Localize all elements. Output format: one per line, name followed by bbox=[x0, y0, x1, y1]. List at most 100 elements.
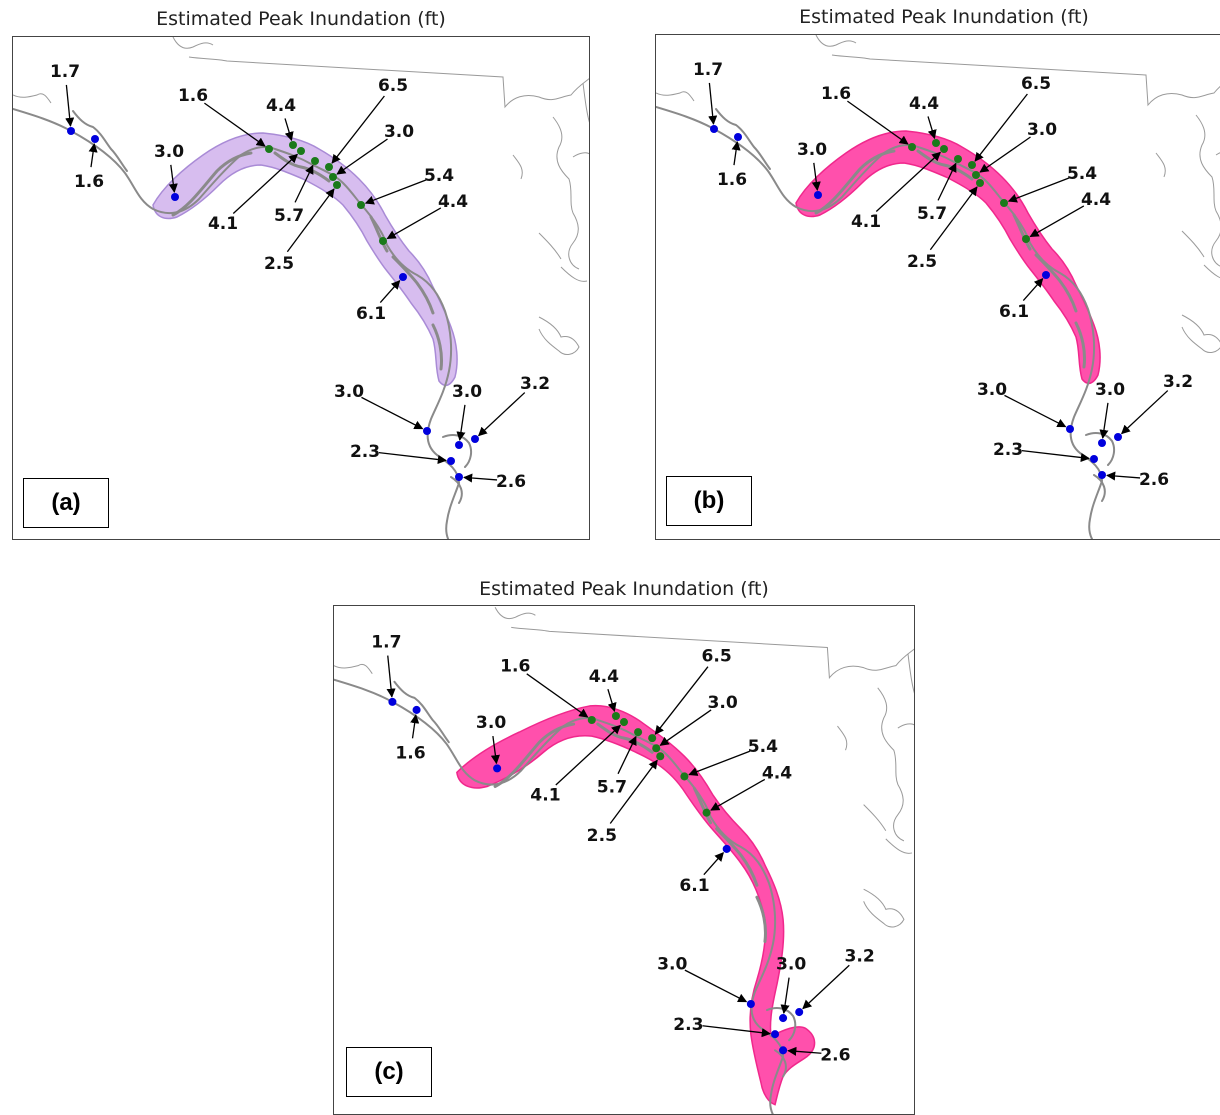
gauge-arrow bbox=[688, 750, 751, 776]
gauge-label: 1.6 bbox=[178, 86, 208, 106]
gauge-dot bbox=[1022, 235, 1030, 243]
gauge-7: 6.5 bbox=[648, 647, 732, 743]
gauge-label: 4.4 bbox=[1081, 190, 1111, 210]
gauge-label: 4.4 bbox=[909, 94, 939, 114]
gauge-dot bbox=[587, 716, 596, 725]
gauge-dot bbox=[702, 808, 711, 817]
gauge-label: 3.0 bbox=[476, 713, 506, 733]
gauge-17: 2.3 bbox=[350, 442, 455, 465]
gauge-17: 2.3 bbox=[993, 440, 1098, 463]
gauge-arrow bbox=[168, 164, 178, 193]
coastline bbox=[13, 108, 473, 539]
gauge-dot bbox=[471, 435, 479, 443]
gauge-label: 2.5 bbox=[264, 254, 294, 274]
gauge-label: 6.5 bbox=[378, 76, 408, 96]
gauge-14: 3.0 bbox=[657, 955, 755, 1009]
gauge-arrow bbox=[1004, 394, 1067, 428]
gauge-dot bbox=[968, 161, 976, 169]
gauge-label: 1.7 bbox=[693, 60, 723, 80]
gauge-1: 1.7 bbox=[50, 62, 80, 135]
panel-title: Estimated Peak Inundation (ft) bbox=[799, 6, 1089, 28]
gauge-label: 1.6 bbox=[395, 743, 425, 763]
gauge-arrow bbox=[875, 151, 941, 212]
gauge-5: 4.4 bbox=[909, 94, 940, 147]
gauge-arrow bbox=[1099, 402, 1109, 439]
gauge-arrow bbox=[609, 759, 658, 824]
gauge-dot bbox=[333, 181, 341, 189]
gauge-dot bbox=[357, 201, 365, 209]
gauge-arrow bbox=[1007, 177, 1070, 203]
gauge-label: 5.7 bbox=[597, 778, 627, 798]
gauge-layer: 1.7 1.6 3.0 1.6 4.4 4.1 6.5 5.7 3.0 2.5 5.4 4.4 6.1 3… bbox=[693, 60, 1193, 490]
map-frame: 1.7 1.6 3.0 1.6 4.4 4.1 6.5 5.7 3.0 2.5 5.4 4.4 6.1 3… bbox=[333, 605, 915, 1115]
gauge-dot bbox=[734, 133, 742, 141]
gauge-dot bbox=[652, 744, 661, 753]
gauge-14: 3.0 bbox=[977, 380, 1074, 433]
state-boundaries bbox=[656, 35, 1220, 353]
gauge-7: 6.5 bbox=[968, 74, 1051, 169]
gauge-label: 2.5 bbox=[907, 252, 937, 272]
gauge-10: 2.5 bbox=[907, 179, 984, 272]
gauge-4: 1.6 bbox=[178, 86, 273, 153]
gauge-dot bbox=[447, 457, 455, 465]
gauge-dot bbox=[611, 711, 620, 721]
gauge-arrow bbox=[703, 851, 724, 876]
gauge-3: 3.0 bbox=[476, 713, 506, 773]
gauge-arrow bbox=[456, 404, 466, 441]
gauge-8: 5.7 bbox=[917, 155, 962, 224]
gauge-arrow bbox=[555, 724, 621, 786]
gauge-6: 4.1 bbox=[530, 718, 629, 806]
gauge-dot bbox=[388, 697, 397, 706]
gauge-dot bbox=[1000, 199, 1008, 207]
gauge-16: 3.2 bbox=[1114, 372, 1193, 441]
gauge-15: 3.0 bbox=[776, 955, 806, 1023]
gauge-18: 2.6 bbox=[455, 472, 526, 492]
gauge-arrow bbox=[331, 95, 385, 164]
inundation-map: 1.7 1.6 3.0 1.6 4.4 4.1 6.5 5.7 3.0 2.5 5.4 4.4 6.1 3… bbox=[334, 607, 914, 1114]
gauge-dot bbox=[619, 718, 629, 727]
gauge-dot bbox=[455, 473, 463, 481]
gauge-arrow bbox=[780, 977, 790, 1015]
gauge-label: 4.1 bbox=[208, 214, 238, 234]
state-boundaries bbox=[13, 37, 589, 355]
panel-title: Estimated Peak Inundation (ft) bbox=[479, 578, 769, 600]
gauge-dot bbox=[311, 157, 319, 165]
gauge-arrow bbox=[811, 162, 821, 191]
gauge-13: 6.1 bbox=[679, 844, 731, 896]
gauge-13: 6.1 bbox=[999, 271, 1050, 322]
gauge-arrow bbox=[1022, 278, 1044, 301]
gauge-dot bbox=[722, 844, 731, 853]
gauge-label: 1.6 bbox=[74, 172, 104, 192]
gauge-arrow bbox=[708, 82, 718, 125]
gauge-label: 2.3 bbox=[993, 440, 1023, 460]
gauge-arrow bbox=[284, 118, 294, 142]
gauge-16: 3.2 bbox=[471, 374, 550, 443]
gauge-dot bbox=[1114, 433, 1122, 441]
gauge-dot bbox=[634, 728, 643, 737]
gauge-arrow bbox=[847, 100, 909, 145]
gauge-label: 3.0 bbox=[797, 140, 827, 160]
gauge-label: 5.4 bbox=[1067, 164, 1097, 184]
gauge-arrow bbox=[974, 93, 1028, 162]
gauge-label: 3.0 bbox=[1095, 380, 1125, 400]
gauge-18: 2.6 bbox=[1098, 470, 1169, 490]
gauge-arrow bbox=[1021, 449, 1090, 462]
gauge-label: 6.1 bbox=[679, 876, 709, 896]
gauge-label: 3.0 bbox=[977, 380, 1007, 400]
gauge-12: 4.4 bbox=[702, 763, 792, 817]
gauge-arrow bbox=[710, 778, 766, 811]
gauge-arrow bbox=[787, 1046, 822, 1056]
gauge-6: 4.1 bbox=[851, 145, 948, 232]
gauge-5: 4.4 bbox=[589, 667, 620, 721]
gauge-arrow bbox=[1029, 205, 1085, 238]
panel-b: Estimated Peak Inundation (ft) 1.7 1.6 3.0… bbox=[655, 4, 1220, 540]
gauge-dot bbox=[379, 237, 387, 245]
gauge-arrow bbox=[463, 473, 498, 483]
gauge-8: 5.7 bbox=[597, 728, 643, 798]
gauge-dot bbox=[972, 171, 980, 179]
gauge-6: 4.1 bbox=[208, 147, 305, 234]
gauge-dot bbox=[91, 135, 99, 143]
panel-label: (c) bbox=[346, 1047, 432, 1097]
gauge-3: 3.0 bbox=[154, 142, 184, 201]
gauge-dot bbox=[423, 427, 431, 435]
